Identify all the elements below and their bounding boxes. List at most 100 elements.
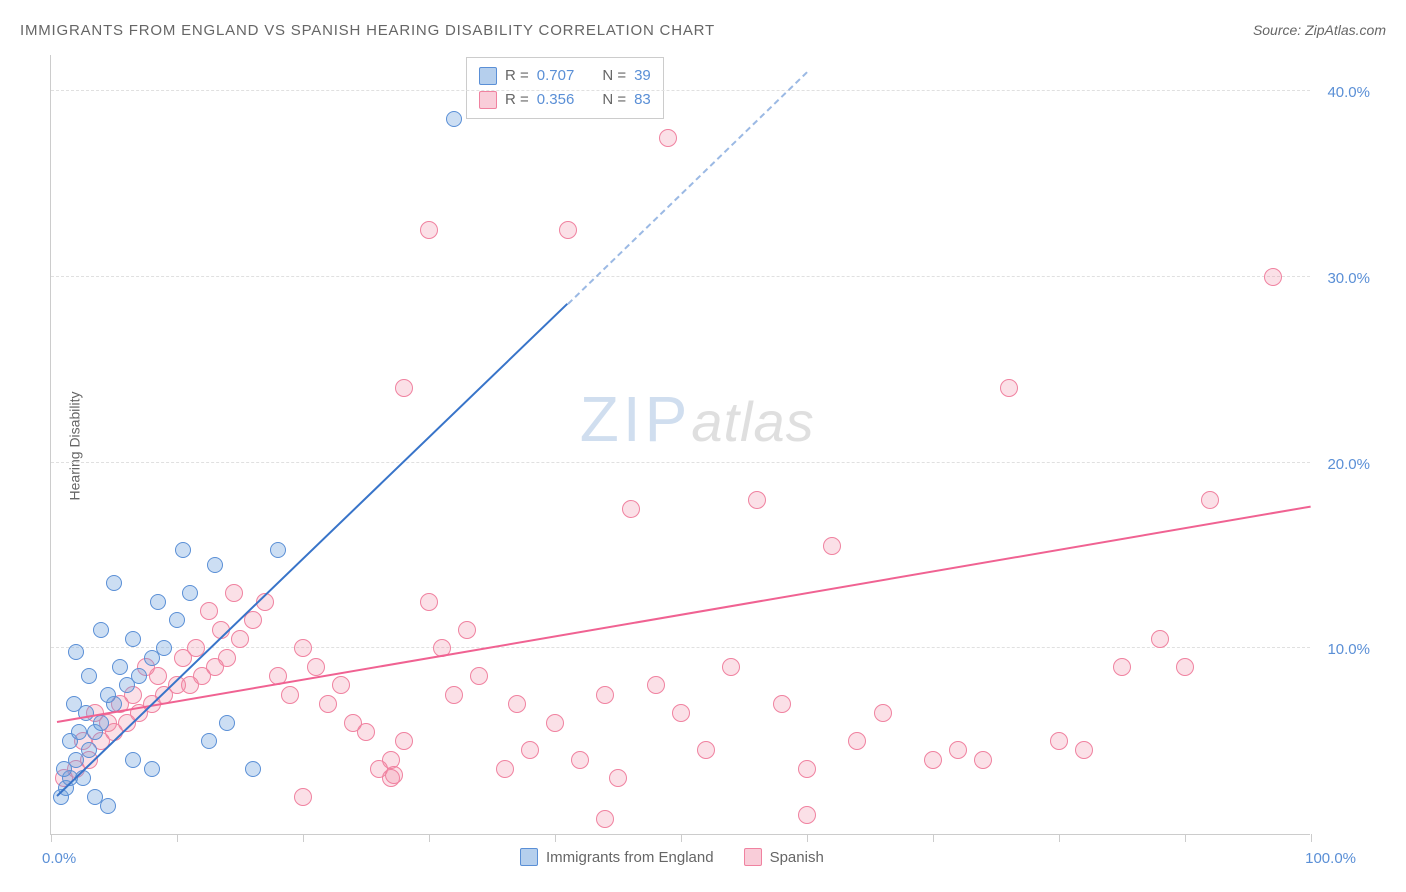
data-point bbox=[1075, 741, 1093, 759]
data-point bbox=[156, 640, 172, 656]
stat-blue-n: 39 bbox=[634, 64, 651, 88]
xtick bbox=[51, 834, 52, 842]
data-point bbox=[823, 537, 841, 555]
data-point bbox=[1050, 732, 1068, 750]
swatch-pink-icon bbox=[479, 91, 497, 109]
data-point bbox=[71, 724, 87, 740]
xtick bbox=[177, 834, 178, 842]
stat-pink-n: 83 bbox=[634, 88, 651, 112]
data-point bbox=[93, 715, 109, 731]
ytick-label: 20.0% bbox=[1327, 456, 1370, 473]
watermark-atlas: atlas bbox=[691, 390, 814, 453]
chart-title: IMMIGRANTS FROM ENGLAND VS SPANISH HEARI… bbox=[20, 22, 715, 39]
source-label: Source: ZipAtlas.com bbox=[1253, 22, 1386, 38]
data-point bbox=[1176, 658, 1194, 676]
data-point bbox=[81, 668, 97, 684]
xtick bbox=[1311, 834, 1312, 842]
data-point bbox=[1000, 379, 1018, 397]
data-point bbox=[207, 557, 223, 573]
data-point bbox=[546, 714, 564, 732]
data-point bbox=[420, 221, 438, 239]
data-point bbox=[559, 221, 577, 239]
legend-swatch-blue-icon bbox=[520, 848, 538, 866]
data-point bbox=[596, 686, 614, 704]
data-point bbox=[848, 732, 866, 750]
stat-blue-n-label: N = bbox=[602, 64, 626, 88]
data-point bbox=[609, 769, 627, 787]
data-point bbox=[131, 668, 147, 684]
data-point bbox=[169, 612, 185, 628]
gridline bbox=[51, 462, 1310, 463]
gridline bbox=[51, 90, 1310, 91]
xtick-right: 100.0% bbox=[1305, 850, 1356, 867]
stats-box: R = 0.707 N = 39 R = 0.356 N = 83 bbox=[466, 57, 664, 119]
xtick bbox=[555, 834, 556, 842]
data-point bbox=[201, 733, 217, 749]
watermark: ZIPatlas bbox=[580, 382, 815, 456]
data-point bbox=[1264, 268, 1282, 286]
data-point bbox=[798, 760, 816, 778]
data-point bbox=[622, 500, 640, 518]
stat-blue-r-label: R = bbox=[505, 64, 529, 88]
data-point bbox=[596, 810, 614, 828]
data-point bbox=[100, 798, 116, 814]
stat-pink-r-label: R = bbox=[505, 88, 529, 112]
data-point bbox=[112, 659, 128, 675]
stats-row-pink: R = 0.356 N = 83 bbox=[479, 88, 651, 112]
legend-swatch-pink-icon bbox=[744, 848, 762, 866]
swatch-blue-icon bbox=[479, 67, 497, 85]
legend-blue-label: Immigrants from England bbox=[546, 849, 714, 866]
data-point bbox=[225, 584, 243, 602]
xtick bbox=[303, 834, 304, 842]
data-point bbox=[974, 751, 992, 769]
legend-pink-label: Spanish bbox=[770, 849, 824, 866]
xtick bbox=[681, 834, 682, 842]
data-point bbox=[144, 761, 160, 777]
xtick bbox=[807, 834, 808, 842]
legend-item-pink: Spanish bbox=[744, 848, 824, 866]
xtick bbox=[429, 834, 430, 842]
ytick-label: 10.0% bbox=[1327, 641, 1370, 658]
data-point bbox=[508, 695, 526, 713]
data-point bbox=[949, 741, 967, 759]
data-point bbox=[294, 639, 312, 657]
data-point bbox=[672, 704, 690, 722]
stat-pink-r: 0.356 bbox=[537, 88, 575, 112]
data-point bbox=[874, 704, 892, 722]
stats-row-blue: R = 0.707 N = 39 bbox=[479, 64, 651, 88]
stat-pink-n-label: N = bbox=[602, 88, 626, 112]
data-point bbox=[182, 585, 198, 601]
trendline bbox=[57, 303, 569, 797]
data-point bbox=[332, 676, 350, 694]
data-point bbox=[659, 129, 677, 147]
data-point bbox=[571, 751, 589, 769]
data-point bbox=[748, 491, 766, 509]
data-point bbox=[231, 630, 249, 648]
data-point bbox=[93, 622, 109, 638]
data-point bbox=[150, 594, 166, 610]
data-point bbox=[106, 575, 122, 591]
data-point bbox=[420, 593, 438, 611]
ytick-label: 40.0% bbox=[1327, 84, 1370, 101]
gridline bbox=[51, 276, 1310, 277]
data-point bbox=[66, 696, 82, 712]
data-point bbox=[319, 695, 337, 713]
xtick-left: 0.0% bbox=[42, 850, 76, 867]
data-point bbox=[270, 542, 286, 558]
data-point bbox=[357, 723, 375, 741]
xtick bbox=[1059, 834, 1060, 842]
data-point bbox=[125, 752, 141, 768]
data-point bbox=[395, 732, 413, 750]
ytick-label: 30.0% bbox=[1327, 270, 1370, 287]
data-point bbox=[722, 658, 740, 676]
data-point bbox=[395, 379, 413, 397]
data-point bbox=[245, 761, 261, 777]
data-point bbox=[219, 715, 235, 731]
xtick bbox=[933, 834, 934, 842]
data-point bbox=[175, 542, 191, 558]
watermark-zip: ZIP bbox=[580, 383, 692, 455]
data-point bbox=[697, 741, 715, 759]
stat-blue-r: 0.707 bbox=[537, 64, 575, 88]
data-point bbox=[1113, 658, 1131, 676]
legend: Immigrants from England Spanish bbox=[520, 848, 824, 866]
